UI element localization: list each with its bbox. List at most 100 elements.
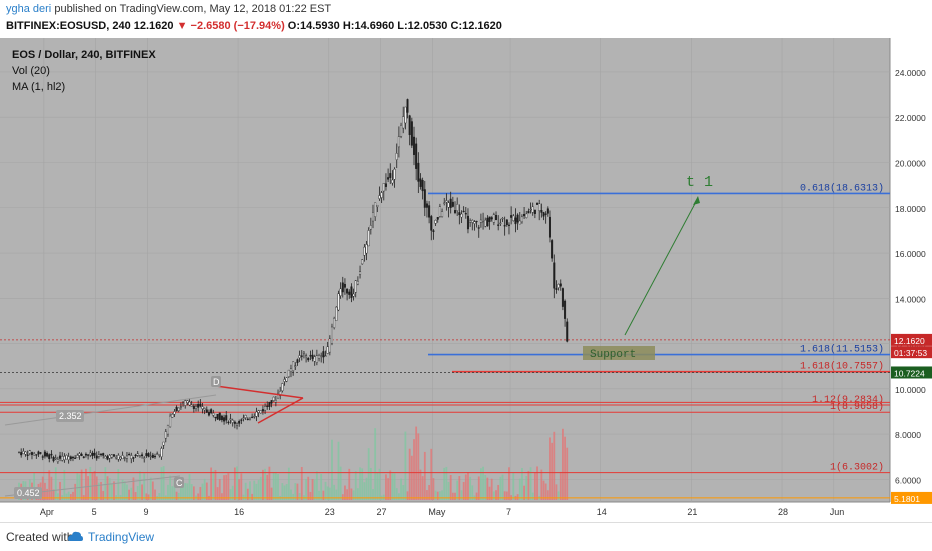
- candle-body: [462, 210, 465, 213]
- volume-bar: [277, 474, 279, 500]
- legend-ma[interactable]: MA (1, hl2): [12, 81, 65, 93]
- chart-header: ygha deri published on TradingView.com, …: [0, 0, 932, 38]
- volume-bar: [335, 489, 338, 500]
- candle-body: [192, 405, 195, 409]
- candle-body: [175, 406, 178, 412]
- candle-body: [43, 451, 46, 457]
- candle-body: [564, 300, 567, 319]
- trend-line[interactable]: [4, 394, 217, 426]
- symbol-label[interactable]: BITFINEX:EOSUSD, 240: [6, 20, 131, 32]
- candle-body: [328, 338, 331, 353]
- candle-body: [97, 454, 100, 457]
- volume-bar: [361, 468, 364, 500]
- candle-body: [160, 448, 163, 457]
- candle-body: [169, 415, 172, 428]
- volume-bar: [376, 472, 379, 500]
- support-box[interactable]: [583, 346, 655, 360]
- volume-bar: [322, 490, 325, 500]
- candle-body: [507, 224, 510, 226]
- candle-body: [117, 455, 120, 460]
- candle-body: [121, 455, 124, 460]
- candle-body: [50, 453, 53, 456]
- candle-body: [59, 455, 62, 459]
- candle-body: [80, 453, 83, 456]
- candle-body: [26, 454, 29, 456]
- volume-bar: [490, 478, 493, 500]
- volume-bar: [182, 482, 184, 500]
- legend-volume[interactable]: Vol (20): [12, 65, 50, 77]
- price-chart[interactable]: 0.618(18.6313) 1.618(11.5153) 1.618(10.755…: [0, 38, 932, 522]
- candle-body: [516, 214, 519, 223]
- candle-body: [557, 284, 560, 288]
- candle-body: [214, 416, 217, 419]
- x-tick-label: May: [428, 507, 446, 517]
- candle-body: [71, 456, 74, 459]
- level-label: 1.618(10.7557): [800, 361, 884, 373]
- volume-bar: [555, 484, 558, 500]
- volume-bar: [266, 474, 269, 500]
- candle-body: [253, 416, 256, 418]
- volume-bar: [136, 485, 139, 500]
- volume-bar: [518, 478, 521, 500]
- price-axis[interactable]: [890, 38, 932, 522]
- volume-bar: [173, 480, 176, 500]
- volume-bar: [298, 493, 301, 500]
- volume-bar: [292, 493, 295, 500]
- x-tick-label: 9: [143, 507, 148, 517]
- candle-body: [454, 210, 457, 213]
- published-text: published on TradingView.com, May 12, 20…: [54, 3, 332, 15]
- volume-bar: [151, 481, 154, 500]
- time-axis[interactable]: [0, 502, 890, 522]
- candle-body: [197, 404, 200, 408]
- candle-body: [466, 215, 469, 230]
- grid: [0, 38, 890, 502]
- candle-body: [294, 365, 297, 367]
- point-c-badge[interactable]: [174, 477, 184, 488]
- volume-bar: [402, 485, 405, 500]
- candle-body: [65, 455, 68, 460]
- candle-body: [531, 206, 534, 213]
- volume-bar: [326, 486, 329, 500]
- volume-bar: [393, 473, 396, 500]
- target-arrow[interactable]: [624, 197, 699, 336]
- candle-body: [430, 216, 433, 231]
- volume-bar: [244, 482, 247, 500]
- volume-bar: [426, 490, 428, 500]
- candle-body: [434, 220, 437, 224]
- point-d-badge[interactable]: [211, 376, 221, 387]
- volume-bar: [400, 478, 402, 500]
- volume-bar: [52, 489, 55, 500]
- legend-title[interactable]: EOS / Dollar, 240, BITFINEX: [12, 49, 156, 61]
- volume-bar: [395, 488, 398, 500]
- pattern-line-upper[interactable]: [215, 385, 304, 399]
- publisher-name[interactable]: ygha deri: [6, 3, 52, 15]
- candle-body: [542, 212, 545, 217]
- price-series: [18, 98, 569, 464]
- volume-bar: [464, 474, 467, 500]
- tradingview-logo-icon[interactable]: [66, 529, 84, 543]
- volume-bar: [249, 481, 251, 500]
- candle-body: [544, 213, 547, 215]
- candle-body: [158, 454, 161, 456]
- price-label-bg: [891, 366, 932, 379]
- pattern-line-lower[interactable]: [257, 397, 304, 424]
- price-label: 01:37:53: [894, 348, 927, 358]
- candle-body: [356, 280, 359, 285]
- ratio-badge-2352[interactable]: [56, 410, 84, 422]
- candle-body: [378, 195, 381, 199]
- candle-body: [400, 124, 403, 137]
- ratio-badge-0452[interactable]: [14, 487, 42, 499]
- level-label: 1(8.9658): [830, 401, 884, 413]
- tradingview-brand[interactable]: TradingView: [88, 530, 155, 544]
- candle-body: [523, 214, 526, 217]
- volume-bar: [419, 469, 422, 500]
- volume-bar: [143, 473, 146, 500]
- candle-body: [341, 282, 344, 293]
- candle-body: [272, 396, 275, 401]
- candle-body: [67, 456, 70, 461]
- volume-bar: [270, 487, 273, 500]
- volume-bar: [171, 486, 174, 500]
- volume-bar: [488, 486, 491, 500]
- candle-body: [149, 455, 152, 458]
- candle-body: [436, 216, 439, 220]
